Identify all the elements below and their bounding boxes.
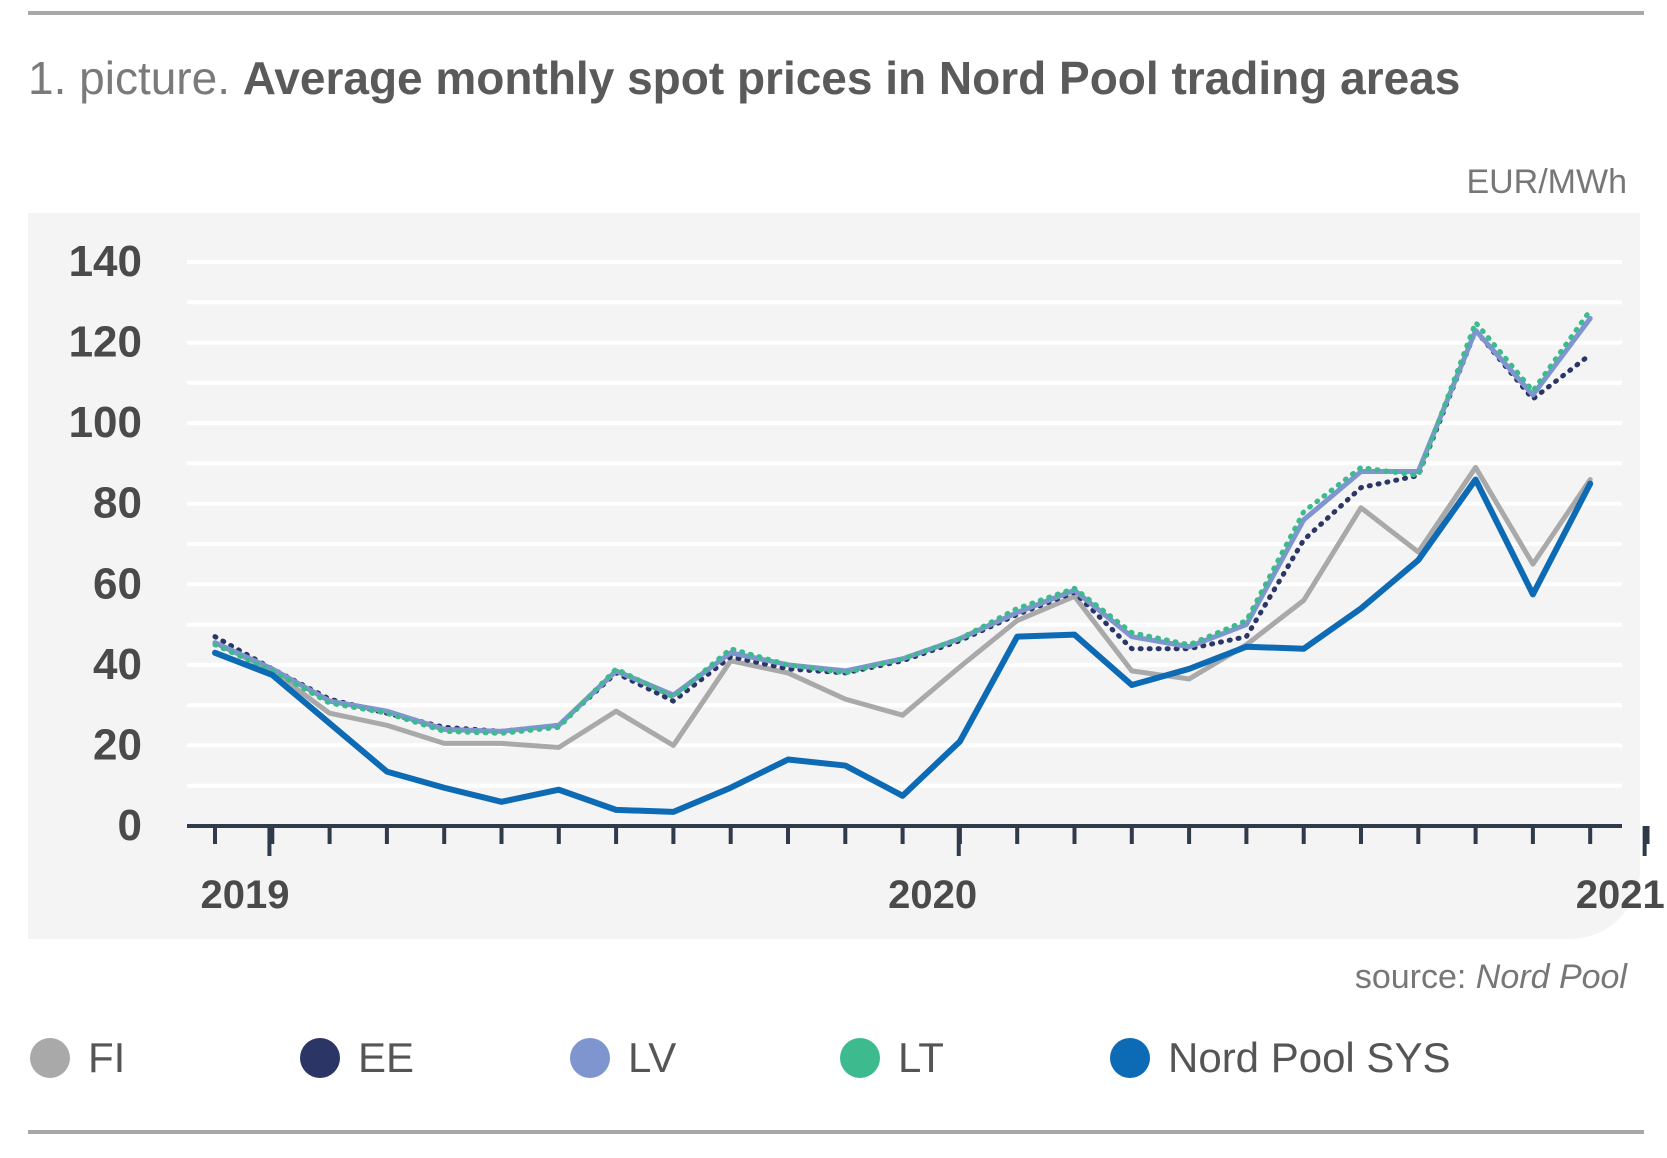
source-note: source: Nord Pool [1355,958,1627,997]
legend-swatch-nord-pool-sys [1110,1038,1150,1078]
y-tick-label: 20 [93,720,142,769]
y-tick-label: 100 [69,398,142,447]
legend-label-ee: EE [358,1034,415,1081]
y-tick-label: 60 [93,559,142,608]
legend-swatch-fi [30,1038,70,1078]
legend-swatch-lv [570,1038,610,1078]
series-line-nord-pool-sys [212,476,1594,815]
legend-label-fi: FI [88,1034,126,1081]
legend-label-lt: LT [898,1034,944,1081]
x-tick-label: 2019 [201,873,290,917]
x-tick-label: 2021 [1576,873,1665,917]
legend-label-nord-pool-sys: Nord Pool SYS [1168,1034,1451,1081]
source-prefix: source: [1354,958,1467,996]
top-rule [28,11,1644,15]
legend-item-ee: EE [300,1028,414,1088]
y-tick-label: 140 [69,237,142,286]
x-tick-label: 2020 [888,873,977,917]
legend-swatch-lt [840,1038,880,1078]
bottom-rule [28,1130,1644,1134]
plot-background [28,213,1640,939]
legend: FI EE LV LT Nord Pool SYS [30,1028,1630,1088]
source-name: Nord Pool [1475,958,1627,996]
title-prefix: 1. picture. [28,52,230,104]
y-tick-label: 80 [93,479,142,528]
legend-item-lt: LT [840,1028,944,1088]
legend-swatch-ee [300,1038,340,1078]
y-tick-label: 120 [69,318,142,367]
legend-item-fi: FI [30,1028,125,1088]
chart-title: 1. picture. Average monthly spot prices … [28,48,1460,108]
legend-item-lv: LV [570,1028,676,1088]
y-tick-label: 0 [118,801,142,850]
series-line-lt [212,307,1593,736]
series-line-ee [212,327,1593,734]
legend-item-nord-pool-sys: Nord Pool SYS [1110,1028,1450,1088]
title-main: Average monthly spot prices in Nord Pool… [242,52,1461,104]
legend-label-lv: LV [628,1034,677,1081]
unit-label: EUR/MWh [1466,163,1627,201]
series-line-fi [212,464,1593,750]
y-tick-label: 40 [93,640,142,689]
